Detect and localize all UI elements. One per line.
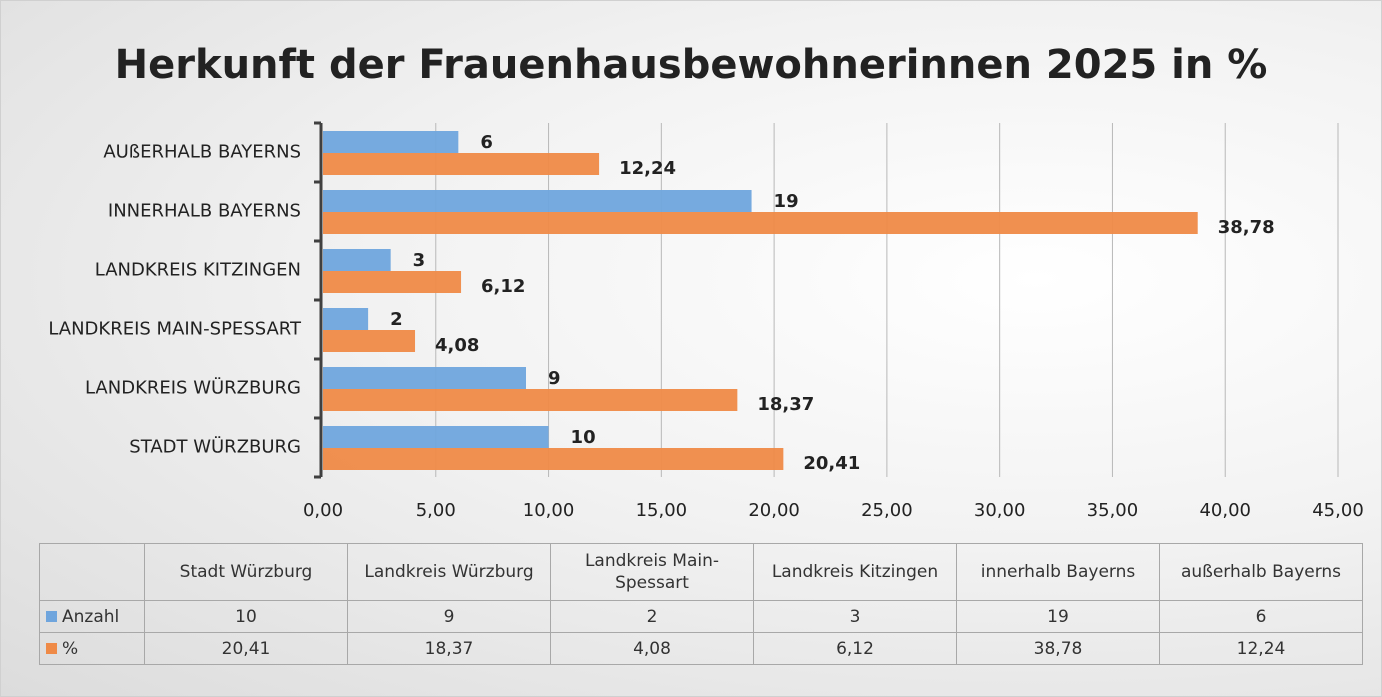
- y-tick-label: LANDKREIS KITZINGEN: [95, 260, 301, 281]
- table-cell: 18,37: [347, 632, 551, 665]
- bar: [323, 212, 1198, 234]
- y-tick-label: INNERHALB BAYERNS: [108, 201, 301, 222]
- bar: [323, 131, 459, 153]
- x-tick-label: 0,00: [303, 500, 343, 521]
- table-row-label: Anzahl: [39, 600, 145, 633]
- chart: Herkunft der Frauenhausbewohnerinnen 202…: [48, 42, 1364, 521]
- x-tick-label: 15,00: [636, 500, 688, 521]
- bar: [323, 190, 752, 212]
- chart-title: Herkunft der Frauenhausbewohnerinnen 202…: [115, 42, 1268, 88]
- table-cell: 6,12: [753, 632, 957, 665]
- x-tick-label: 40,00: [1199, 500, 1251, 521]
- table-row: % 20,41 18,37 4,08 6,12 38,78 12,24: [39, 632, 1363, 665]
- data-label: 9: [548, 368, 561, 389]
- table-cell: 9: [347, 600, 551, 633]
- y-tick-label: STADT WÜRZBURG: [129, 436, 301, 458]
- bar: [323, 389, 738, 411]
- bar: [323, 426, 549, 448]
- table-row: Anzahl 10 9 2 3 19 6: [39, 600, 1363, 633]
- table-header-row: Stadt Würzburg Landkreis Würzburg Landkrei…: [39, 543, 1363, 601]
- table-cell: 3: [753, 600, 957, 633]
- table-cell: 6: [1159, 600, 1363, 633]
- data-label: 10: [571, 427, 596, 448]
- data-label: 6,12: [481, 276, 525, 297]
- table-column-header: außerhalb Bayerns: [1159, 543, 1363, 601]
- bar: [323, 367, 526, 389]
- bar: [323, 330, 416, 352]
- data-table: Stadt Würzburg Landkreis Würzburg Landkrei…: [39, 543, 1363, 665]
- data-label: 20,41: [803, 453, 860, 474]
- table-corner: [39, 543, 145, 601]
- legend-swatch: [46, 610, 57, 622]
- x-tick-label: 25,00: [861, 500, 913, 521]
- data-label: 3: [413, 250, 426, 271]
- table-column-header: Landkreis Würzburg: [347, 543, 551, 601]
- table-cell: 10: [144, 600, 348, 633]
- table-cell: 19: [956, 600, 1160, 633]
- y-tick-label: LANDKREIS MAIN-SPESSART: [48, 319, 302, 340]
- x-tick-label: 20,00: [748, 500, 800, 521]
- legend-swatch: [46, 642, 57, 654]
- data-label: 2: [390, 309, 403, 330]
- data-label: 18,37: [757, 394, 814, 415]
- table-cell: 2: [550, 600, 754, 633]
- bar: [323, 249, 391, 271]
- data-label: 38,78: [1218, 217, 1275, 238]
- table-column-header: innerhalb Bayerns: [956, 543, 1160, 601]
- table-cell: 12,24: [1159, 632, 1363, 665]
- data-label: 4,08: [435, 335, 479, 356]
- table-column-header: Landkreis Main-Spessart: [550, 543, 754, 601]
- y-tick-label: AUßERHALB BAYERNS: [103, 142, 301, 163]
- data-label: 6: [480, 132, 493, 153]
- bar: [323, 271, 462, 293]
- legend-label: %: [62, 638, 79, 659]
- table-cell: 20,41: [144, 632, 348, 665]
- bar: [323, 448, 784, 470]
- bar: [323, 308, 369, 330]
- table-cell: 38,78: [956, 632, 1160, 665]
- legend-label: Anzahl: [62, 606, 120, 627]
- x-tick-label: 35,00: [1087, 500, 1139, 521]
- table-cell: 4,08: [550, 632, 754, 665]
- table-column-header: Stadt Würzburg: [144, 543, 348, 601]
- y-tick-label: LANDKREIS WÜRZBURG: [85, 377, 301, 399]
- table-row-label: %: [39, 632, 145, 665]
- bar: [323, 153, 600, 175]
- x-tick-label: 30,00: [974, 500, 1026, 521]
- data-label: 19: [774, 191, 799, 212]
- table-column-header: Landkreis Kitzingen: [753, 543, 957, 601]
- data-label: 12,24: [619, 158, 676, 179]
- x-tick-label: 5,00: [416, 500, 456, 521]
- x-tick-label: 10,00: [523, 500, 575, 521]
- x-tick-label: 45,00: [1312, 500, 1364, 521]
